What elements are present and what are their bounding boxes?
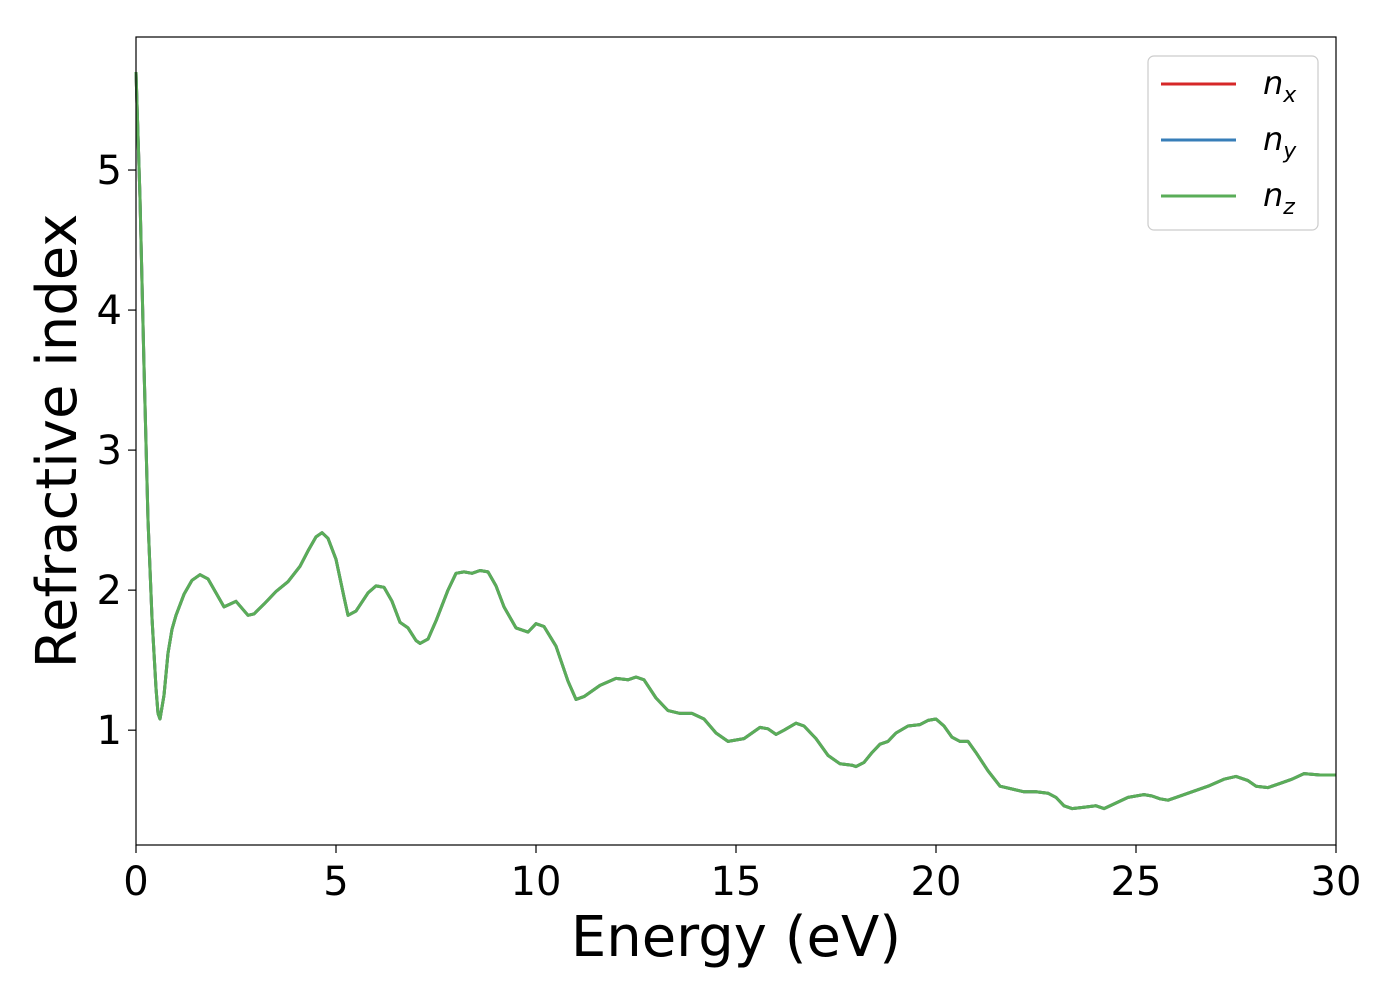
y-tick-label: 1 bbox=[97, 708, 122, 754]
legend-label-n-x: nx bbox=[1263, 64, 1297, 108]
y-tick-label: 2 bbox=[97, 568, 122, 614]
legend-items: nx ny nz bbox=[1161, 64, 1297, 220]
y-axis-label: Refractive index bbox=[25, 214, 90, 669]
x-tick-label: 20 bbox=[911, 859, 962, 905]
x-tick-label: 25 bbox=[1111, 859, 1162, 905]
y-axis: 1 2 3 4 5 bbox=[97, 148, 136, 754]
y-tick-label: 4 bbox=[97, 288, 122, 334]
x-axis: 0 5 10 15 20 25 30 bbox=[123, 845, 1361, 905]
x-axis-label: Energy (eV) bbox=[571, 905, 901, 970]
legend: nx ny nz bbox=[1147, 55, 1319, 231]
y-tick-label: 5 bbox=[97, 148, 122, 194]
y-tick-label: 3 bbox=[97, 428, 122, 474]
x-tick-label: 30 bbox=[1311, 859, 1362, 905]
legend-label-n-z: nz bbox=[1263, 176, 1295, 220]
legend-label-n-y: ny bbox=[1263, 120, 1297, 164]
x-tick-label: 10 bbox=[511, 859, 562, 905]
x-tick-label: 15 bbox=[711, 859, 762, 905]
series-layer bbox=[134, 71, 1336, 811]
x-tick-label: 0 bbox=[123, 859, 148, 905]
legend-box bbox=[1147, 55, 1319, 231]
series-line-n-z bbox=[134, 71, 1336, 811]
x-tick-label: 5 bbox=[323, 859, 348, 905]
